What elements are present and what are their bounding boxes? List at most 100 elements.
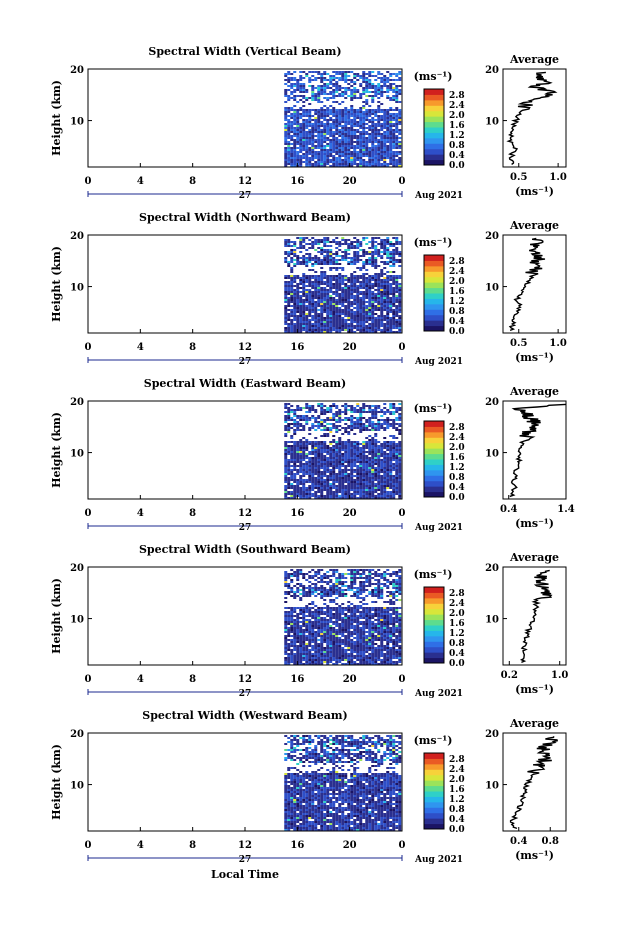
heatmap-cell: [341, 573, 345, 575]
heatmap-cell: [290, 483, 294, 485]
heatmap-cell: [329, 407, 333, 409]
heatmap-cell: [329, 253, 333, 255]
heatmap-cell: [290, 419, 294, 421]
heatmap-cell: [356, 325, 360, 327]
heatmap-cell: [380, 279, 384, 281]
heatmap-cell: [383, 585, 387, 587]
heatmap-cell: [395, 97, 399, 99]
heatmap-cell: [335, 275, 339, 277]
heatmap-cell: [284, 299, 288, 301]
heatmap-cell: [284, 109, 288, 111]
heatmap-cell: [365, 411, 369, 413]
heatmap-cell: [302, 491, 306, 493]
heatmap-cell: [338, 135, 342, 137]
heatmap-cell: [383, 123, 387, 125]
heatmap-cell: [383, 117, 387, 119]
heatmap-cell: [314, 325, 318, 327]
heatmap-cell: [287, 479, 291, 481]
heatmap-cell: [398, 299, 402, 301]
heatmap-cell: [347, 325, 351, 327]
heatmap-cell: [359, 97, 363, 99]
heatmap-cell: [287, 127, 291, 129]
heatmap-cell: [311, 473, 315, 475]
heatmap-cell: [302, 479, 306, 481]
heatmap-cell: [383, 287, 387, 289]
x-tick-label: 0: [399, 176, 406, 187]
colorbar-swatch: [424, 159, 444, 166]
heatmap-cell: [317, 465, 321, 467]
heatmap-cell: [332, 587, 336, 589]
heatmap-cell: [284, 497, 288, 499]
heatmap-cell: [329, 447, 333, 449]
heatmap-cell: [350, 603, 354, 605]
heatmap-cell: [290, 323, 294, 325]
heatmap-cell: [320, 125, 324, 127]
heatmap-cell: [320, 319, 324, 321]
heatmap-cell: [299, 451, 303, 453]
heatmap-cell: [365, 481, 369, 483]
heatmap-cell: [284, 313, 288, 315]
heatmap-cell: [392, 445, 396, 447]
heatmap-cell: [362, 407, 366, 409]
heatmap-cell: [326, 73, 330, 75]
heatmap-cell: [380, 289, 384, 291]
heatmap-cell: [311, 307, 315, 309]
heatmap-cell: [320, 289, 324, 291]
heatmap-cell: [392, 603, 396, 605]
heatmap-cell: [356, 461, 360, 463]
heatmap-cell: [320, 159, 324, 161]
heatmap-cell: [326, 481, 330, 483]
heatmap-cell: [332, 307, 336, 309]
heatmap-cell: [287, 411, 291, 413]
heatmap-cell: [341, 91, 345, 93]
heatmap-cell: [389, 285, 393, 287]
heatmap-cell: [356, 471, 360, 473]
heatmap-cell: [377, 145, 381, 147]
heatmap-cell: [314, 319, 318, 321]
heatmap-cell: [293, 479, 297, 481]
heatmap-cell: [395, 579, 399, 581]
heatmap-cell: [302, 289, 306, 291]
heatmap-cell: [302, 469, 306, 471]
heatmap-cell: [308, 137, 312, 139]
heatmap-cell: [371, 95, 375, 97]
heatmap-cell: [344, 455, 348, 457]
heatmap-cell: [350, 497, 354, 499]
heatmap-cell: [311, 405, 315, 407]
heatmap-cell: [365, 281, 369, 283]
heatmap-cell: [368, 483, 372, 485]
heatmap-cell: [308, 153, 312, 155]
heatmap-cell: [290, 135, 294, 137]
heatmap-cell: [374, 475, 378, 477]
heatmap-cell: [395, 281, 399, 283]
heatmap-cell: [326, 131, 330, 133]
heatmap-cell: [311, 291, 315, 293]
heatmap-cell: [332, 71, 336, 73]
heatmap-cell: [290, 161, 294, 163]
heatmap-cell: [293, 585, 297, 587]
heatmap-cell: [359, 139, 363, 141]
heatmap-cell: [290, 471, 294, 473]
colorbar-tick-label: 0.8: [449, 307, 465, 317]
heatmap-cell: [332, 149, 336, 151]
heatmap-cell: [305, 481, 309, 483]
heatmap-cell: [398, 473, 402, 475]
heatmap-cell: [359, 109, 363, 111]
heatmap-cell: [353, 493, 357, 495]
heatmap-cell: [386, 277, 390, 279]
heatmap-cell: [392, 469, 396, 471]
heatmap-cell: [380, 103, 384, 105]
heatmap-cell: [341, 583, 345, 585]
heatmap-cell: [287, 107, 291, 109]
heatmap-cell: [356, 117, 360, 119]
heatmap-cell: [308, 457, 312, 459]
heatmap-cell: [317, 125, 321, 127]
heatmap-cell: [371, 285, 375, 287]
heatmap-cell: [326, 497, 330, 499]
heatmap-cell: [308, 319, 312, 321]
heatmap-cell: [365, 73, 369, 75]
heatmap-cell: [386, 299, 390, 301]
heatmap-cell: [380, 319, 384, 321]
heatmap-cell: [329, 463, 333, 465]
heatmap-cell: [323, 593, 327, 595]
